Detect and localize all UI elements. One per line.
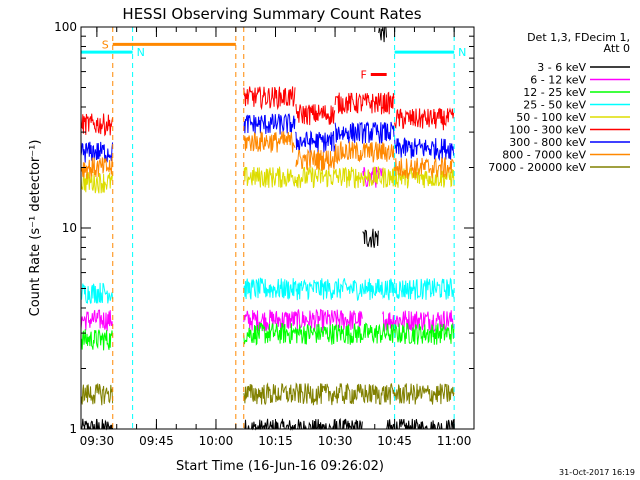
x-tick-label-3: 10:15 — [258, 434, 293, 448]
flag-label-2: N — [458, 46, 466, 59]
series-line-3 — [80, 277, 455, 304]
legend-entry-label-4: 50 - 100 keV — [516, 111, 586, 124]
y-tick-label-2: 100 — [54, 20, 77, 34]
plot-frame — [80, 26, 475, 430]
series-line-7 — [80, 131, 455, 180]
series-line-4 — [80, 166, 455, 194]
x-tick-label-1: 09:45 — [139, 434, 174, 448]
flag-label-0: S — [102, 38, 109, 51]
plot-area: S N N F 1 10 100 09:30 09:45 10:00 10:15 10:30 10:45… — [54, 20, 475, 448]
legend-entry-label-7: 800 - 7000 keV — [502, 149, 586, 162]
series-line-8 — [80, 382, 455, 406]
x-axis-label: Start Time (16-Jun-16 09:26:02) — [176, 459, 384, 474]
flag-label-1: N — [137, 46, 145, 59]
series-line-0 — [80, 26, 455, 431]
legend-entry-label-1: 6 - 12 keV — [530, 74, 586, 87]
series-line-6 — [80, 113, 455, 163]
legend-entry-label-8: 7000 - 20000 keV — [488, 161, 586, 174]
y-tick-label-1: 10 — [62, 221, 77, 235]
x-tick-label-0: 09:30 — [80, 434, 115, 448]
legend-entry-label-6: 300 - 800 keV — [509, 136, 586, 149]
footer-date: 31-Oct-2017 16:19 — [559, 468, 635, 477]
legend-entry-label-2: 12 - 25 keV — [523, 86, 586, 99]
y-tick-label-0: 1 — [69, 422, 77, 436]
x-tick-label-5: 10:45 — [377, 434, 412, 448]
legend-header-line1: Det 1,3, FDecim 1, — [527, 31, 630, 44]
chart-title: HESSI Observing Summary Count Rates — [122, 5, 421, 23]
legend-entry-label-0: 3 - 6 keV — [537, 61, 586, 74]
y-axis-label: Count Rate (s⁻¹ detector⁻¹) — [28, 140, 43, 317]
legend-header-line2: Att 0 — [604, 42, 630, 55]
series-line-1 — [80, 166, 455, 333]
series-line-5 — [80, 86, 455, 137]
x-tick-label-2: 10:00 — [199, 434, 234, 448]
flag-label-3: F — [360, 69, 366, 82]
x-tick-label-4: 10:30 — [318, 434, 353, 448]
series-line-2 — [80, 322, 455, 351]
legend-entry-label-3: 25 - 50 keV — [523, 99, 586, 112]
legend-entry-label-5: 100 - 300 keV — [509, 124, 586, 137]
x-tick-label-6: 11:00 — [437, 434, 472, 448]
